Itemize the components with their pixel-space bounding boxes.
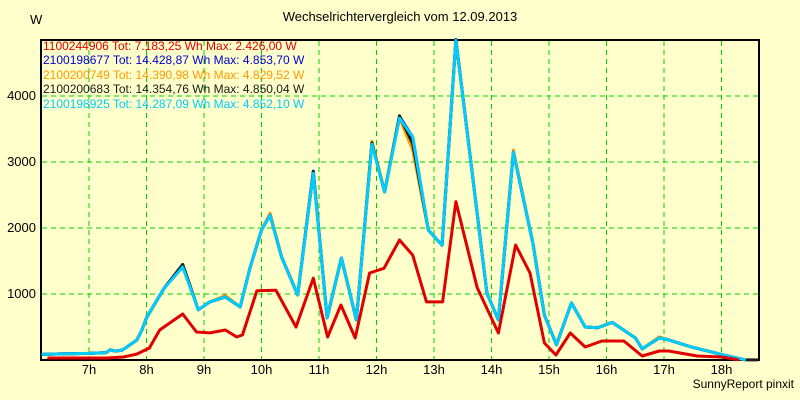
x-tick-label: 9h — [196, 362, 212, 377]
series-line-2100198925 — [41, 38, 746, 362]
legend-item-2100198677: 2100198677 Tot: 14.428,87 Wh Max: 4.853,… — [43, 53, 305, 68]
legend-item-1100244906: 1100244906 Tot: 7.183,25 Wh Max: 2.426,0… — [43, 39, 297, 53]
x-tick-label: 12h — [365, 362, 388, 377]
x-tick-label: 11h — [308, 362, 330, 377]
footer-credit: SunnyReport pinxit — [692, 377, 794, 391]
x-tick-label: 16h — [595, 362, 618, 377]
legend-item-2100200683: 2100200683 Tot: 14.354,76 Wh Max: 4.850,… — [43, 82, 305, 97]
chart-title: Wechselrichtervergleich vom 12.09.2013 — [282, 9, 518, 24]
x-tick-label: 15h — [538, 362, 560, 377]
x-tick-label: 7h — [81, 362, 97, 377]
y-tick-label: 2000 — [7, 220, 36, 235]
chart-legend: 1100244906 Tot: 7.183,25 Wh Max: 2.426,0… — [43, 39, 304, 111]
y-tick-label: 4000 — [7, 88, 36, 103]
y-tick-label: 1000 — [7, 286, 36, 301]
x-tick-label: 13h — [423, 362, 445, 377]
y-axis-unit-label: W — [30, 12, 43, 27]
x-tick-label: 10h — [250, 362, 273, 377]
x-tick-label: 18h — [710, 362, 733, 377]
x-tick-label: 14h — [480, 362, 503, 377]
x-tick-label: 8h — [139, 362, 154, 377]
series-line-1100244906 — [47, 200, 740, 362]
y-tick-label: 3000 — [7, 154, 36, 169]
plot-frame — [40, 39, 760, 361]
legend-item-2100200749: 2100200749 Tot: 14.390,98 Wh Max: 4.829,… — [43, 67, 305, 82]
legend-item-2100198925: 2100198925 Tot: 14.287,09 Wh Max: 4.852,… — [43, 96, 305, 111]
x-tick-label: 17h — [653, 362, 675, 377]
